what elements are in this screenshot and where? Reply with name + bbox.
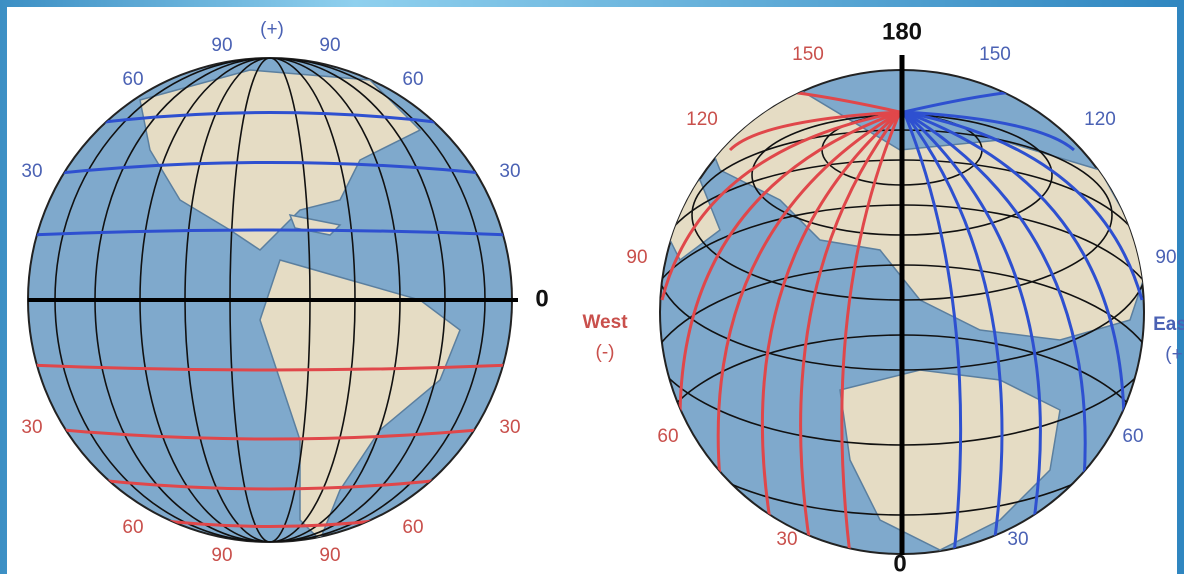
label: 90 [211, 35, 232, 56]
label: 120 [1084, 109, 1116, 130]
label: 90 [1155, 247, 1176, 268]
label: (+) [260, 19, 284, 40]
label: 150 [792, 44, 824, 65]
label: (+ [1165, 344, 1182, 365]
label: 120 [686, 109, 718, 130]
label: 30 [21, 417, 42, 438]
label: 150 [979, 44, 1011, 65]
label: 90 [626, 247, 647, 268]
label: 90 [319, 545, 340, 566]
label: 60 [122, 69, 143, 90]
label: 30 [21, 161, 42, 182]
label: Eas [1153, 314, 1184, 335]
label: 90 [319, 35, 340, 56]
label: 60 [657, 426, 678, 447]
label: 60 [402, 517, 423, 538]
left-globe [27, 57, 518, 543]
label: (-) [596, 342, 615, 363]
label: 60 [122, 517, 143, 538]
label: 0 [535, 285, 548, 312]
label: West [582, 312, 628, 333]
label: 30 [1007, 529, 1028, 550]
label: 60 [1122, 426, 1143, 447]
label: 180 [882, 18, 922, 45]
label: 0 [893, 550, 906, 574]
label: 90 [211, 545, 232, 566]
label: 30 [499, 417, 520, 438]
label: 60 [402, 69, 423, 90]
label: 30 [776, 529, 797, 550]
right-globe [659, 55, 1145, 555]
label: 30 [499, 161, 520, 182]
